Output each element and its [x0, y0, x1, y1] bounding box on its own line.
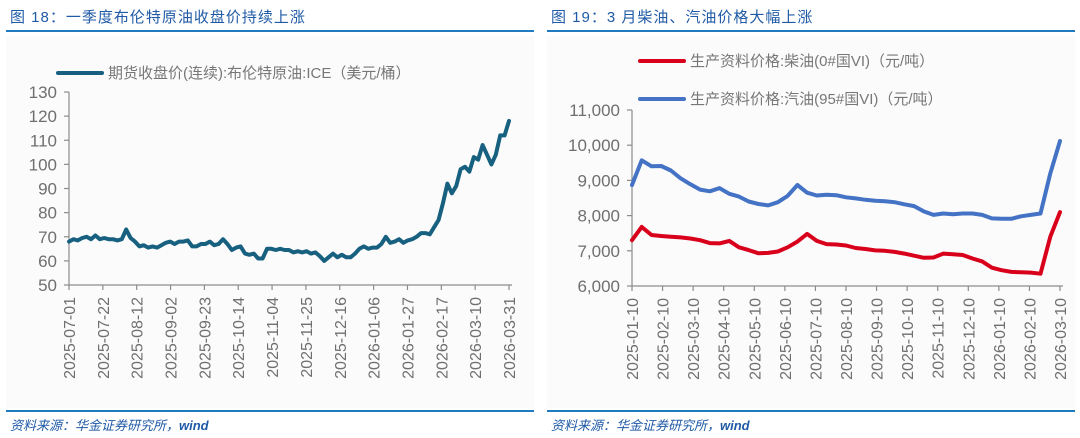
x-tick-label: 2025-06-10: [778, 298, 795, 380]
source-text: 资料来源：华金证券研究所，: [551, 418, 721, 433]
x-tick-label: 2026-01-27: [400, 297, 417, 379]
y-tick-label: 7,000: [577, 242, 620, 261]
series-line: [630, 210, 1062, 276]
legend-swatch-brent: [56, 70, 104, 75]
x-tick-label: 2025-03-10: [686, 298, 703, 380]
chart-legend: 期货收盘价(连续):布伦特原油:ICE（美元/桶）: [56, 62, 411, 83]
source-wind: wind: [179, 418, 209, 433]
y-tick-label: 130: [29, 83, 57, 102]
brent-line-chart: 50 60 70 80 90 100 110 120 130 2025-07-01 2025-07-…: [29, 83, 519, 379]
y-tick-label: 110: [30, 131, 57, 150]
x-tick-label: 2025-01-10: [625, 298, 642, 380]
legend-swatch-gasoline: [638, 96, 686, 101]
y-tick-label: 6,000: [577, 277, 620, 296]
y-tick-label: 70: [38, 228, 57, 247]
legend-diesel: 生产资料价格:柴油(0#国VI)（元/吨）: [638, 50, 934, 71]
x-tick-label: 2026-03-10: [1053, 298, 1070, 380]
y-tick-label: 100: [29, 155, 57, 174]
chart-area: [547, 36, 1075, 408]
x-tick-label: 2025-04-10: [717, 298, 734, 380]
y-tick-label: 9,000: [577, 171, 620, 190]
y-tick-label: 11,000: [569, 101, 620, 120]
x-tick-label: 2025-10-14: [231, 297, 248, 379]
title-divider: [6, 30, 534, 32]
x-tick-label: 2025-07-01: [62, 297, 79, 379]
fuel-price-line-chart: 6,000 7,000 8,000 9,000 10,000 11,000 2025-01-…: [568, 101, 1070, 380]
x-tick-label: 2025-11-04: [265, 297, 282, 378]
source-divider: [6, 410, 534, 412]
figure-19-title: 图 19：3 月柴油、汽油价格大幅上涨: [551, 9, 814, 26]
y-tick-label: 80: [38, 204, 57, 223]
legend-label-diesel: 生产资料价格:柴油(0#国VI)（元/吨）: [690, 53, 935, 70]
source-note: 资料来源：华金证券研究所，wind: [10, 415, 209, 434]
series-line: [67, 118, 511, 263]
legend-gasoline: 生产资料价格:汽油(95#国VI)（元/吨）: [638, 88, 943, 109]
source-text: 资料来源：华金证券研究所，: [10, 418, 180, 433]
y-tick-label: 50: [38, 276, 57, 295]
x-tick-label: 2026-03-10: [468, 297, 485, 379]
x-tick-label: 2025-12-10: [961, 298, 978, 380]
x-tick-label: 2026-03-31: [502, 297, 519, 379]
x-tick-label: 2025-09-02: [164, 297, 181, 379]
figure-19-panel: 图 19：3 月柴油、汽油价格大幅上涨 生产资料价格:柴油(0#国VI)（元/吨…: [547, 0, 1077, 438]
x-tick-label: 2025-09-10: [870, 298, 887, 380]
y-tick-label: 10,000: [568, 136, 620, 155]
legend-label-brent: 期货收盘价(连续):布伦特原油:ICE（美元/桶）: [108, 65, 411, 82]
source-wind: wind: [720, 418, 750, 433]
chart-area: [6, 36, 534, 408]
x-tick-label: 2025-10-10: [900, 298, 917, 380]
legend-label-gasoline: 生产资料价格:汽油(95#国VI)（元/吨）: [690, 91, 943, 108]
legend-swatch-diesel: [638, 58, 686, 63]
x-tick-label: 2026-01-06: [367, 297, 384, 379]
x-tick-label: 2025-11-10: [931, 298, 948, 379]
y-tick-label: 8,000: [577, 207, 620, 226]
x-tick-label: 2026-01-10: [992, 298, 1009, 380]
source-note: 资料来源：华金证券研究所，wind: [551, 415, 750, 434]
source-divider: [547, 410, 1075, 412]
x-tick-label: 2025-08-10: [839, 298, 856, 380]
y-tick-label: 120: [29, 107, 57, 126]
x-tick-label: 2026-02-10: [1022, 298, 1039, 380]
x-tick-label: 2025-07-22: [96, 297, 113, 379]
figure-18-panel: 图 18：一季度布伦特原油收盘价持续上涨 期货收盘价(连续):布伦特原油:ICE…: [6, 0, 536, 438]
x-tick-label: 2025-02-10: [656, 298, 673, 380]
series-line: [630, 139, 1062, 221]
x-tick-label: 2025-05-10: [747, 298, 764, 380]
x-tick-label: 2025-11-25: [299, 297, 316, 378]
y-tick-label: 60: [38, 252, 57, 271]
x-tick-label: 2026-02-17: [434, 297, 451, 379]
title-divider: [547, 30, 1075, 32]
figure-18-title: 图 18：一季度布伦特原油收盘价持续上涨: [10, 9, 306, 26]
x-tick-label: 2025-08-12: [130, 297, 147, 379]
x-tick-label: 2025-12-16: [333, 297, 350, 379]
y-tick-label: 90: [38, 180, 57, 199]
x-tick-label: 2025-07-10: [808, 298, 825, 380]
x-tick-label: 2025-09-23: [197, 297, 214, 379]
